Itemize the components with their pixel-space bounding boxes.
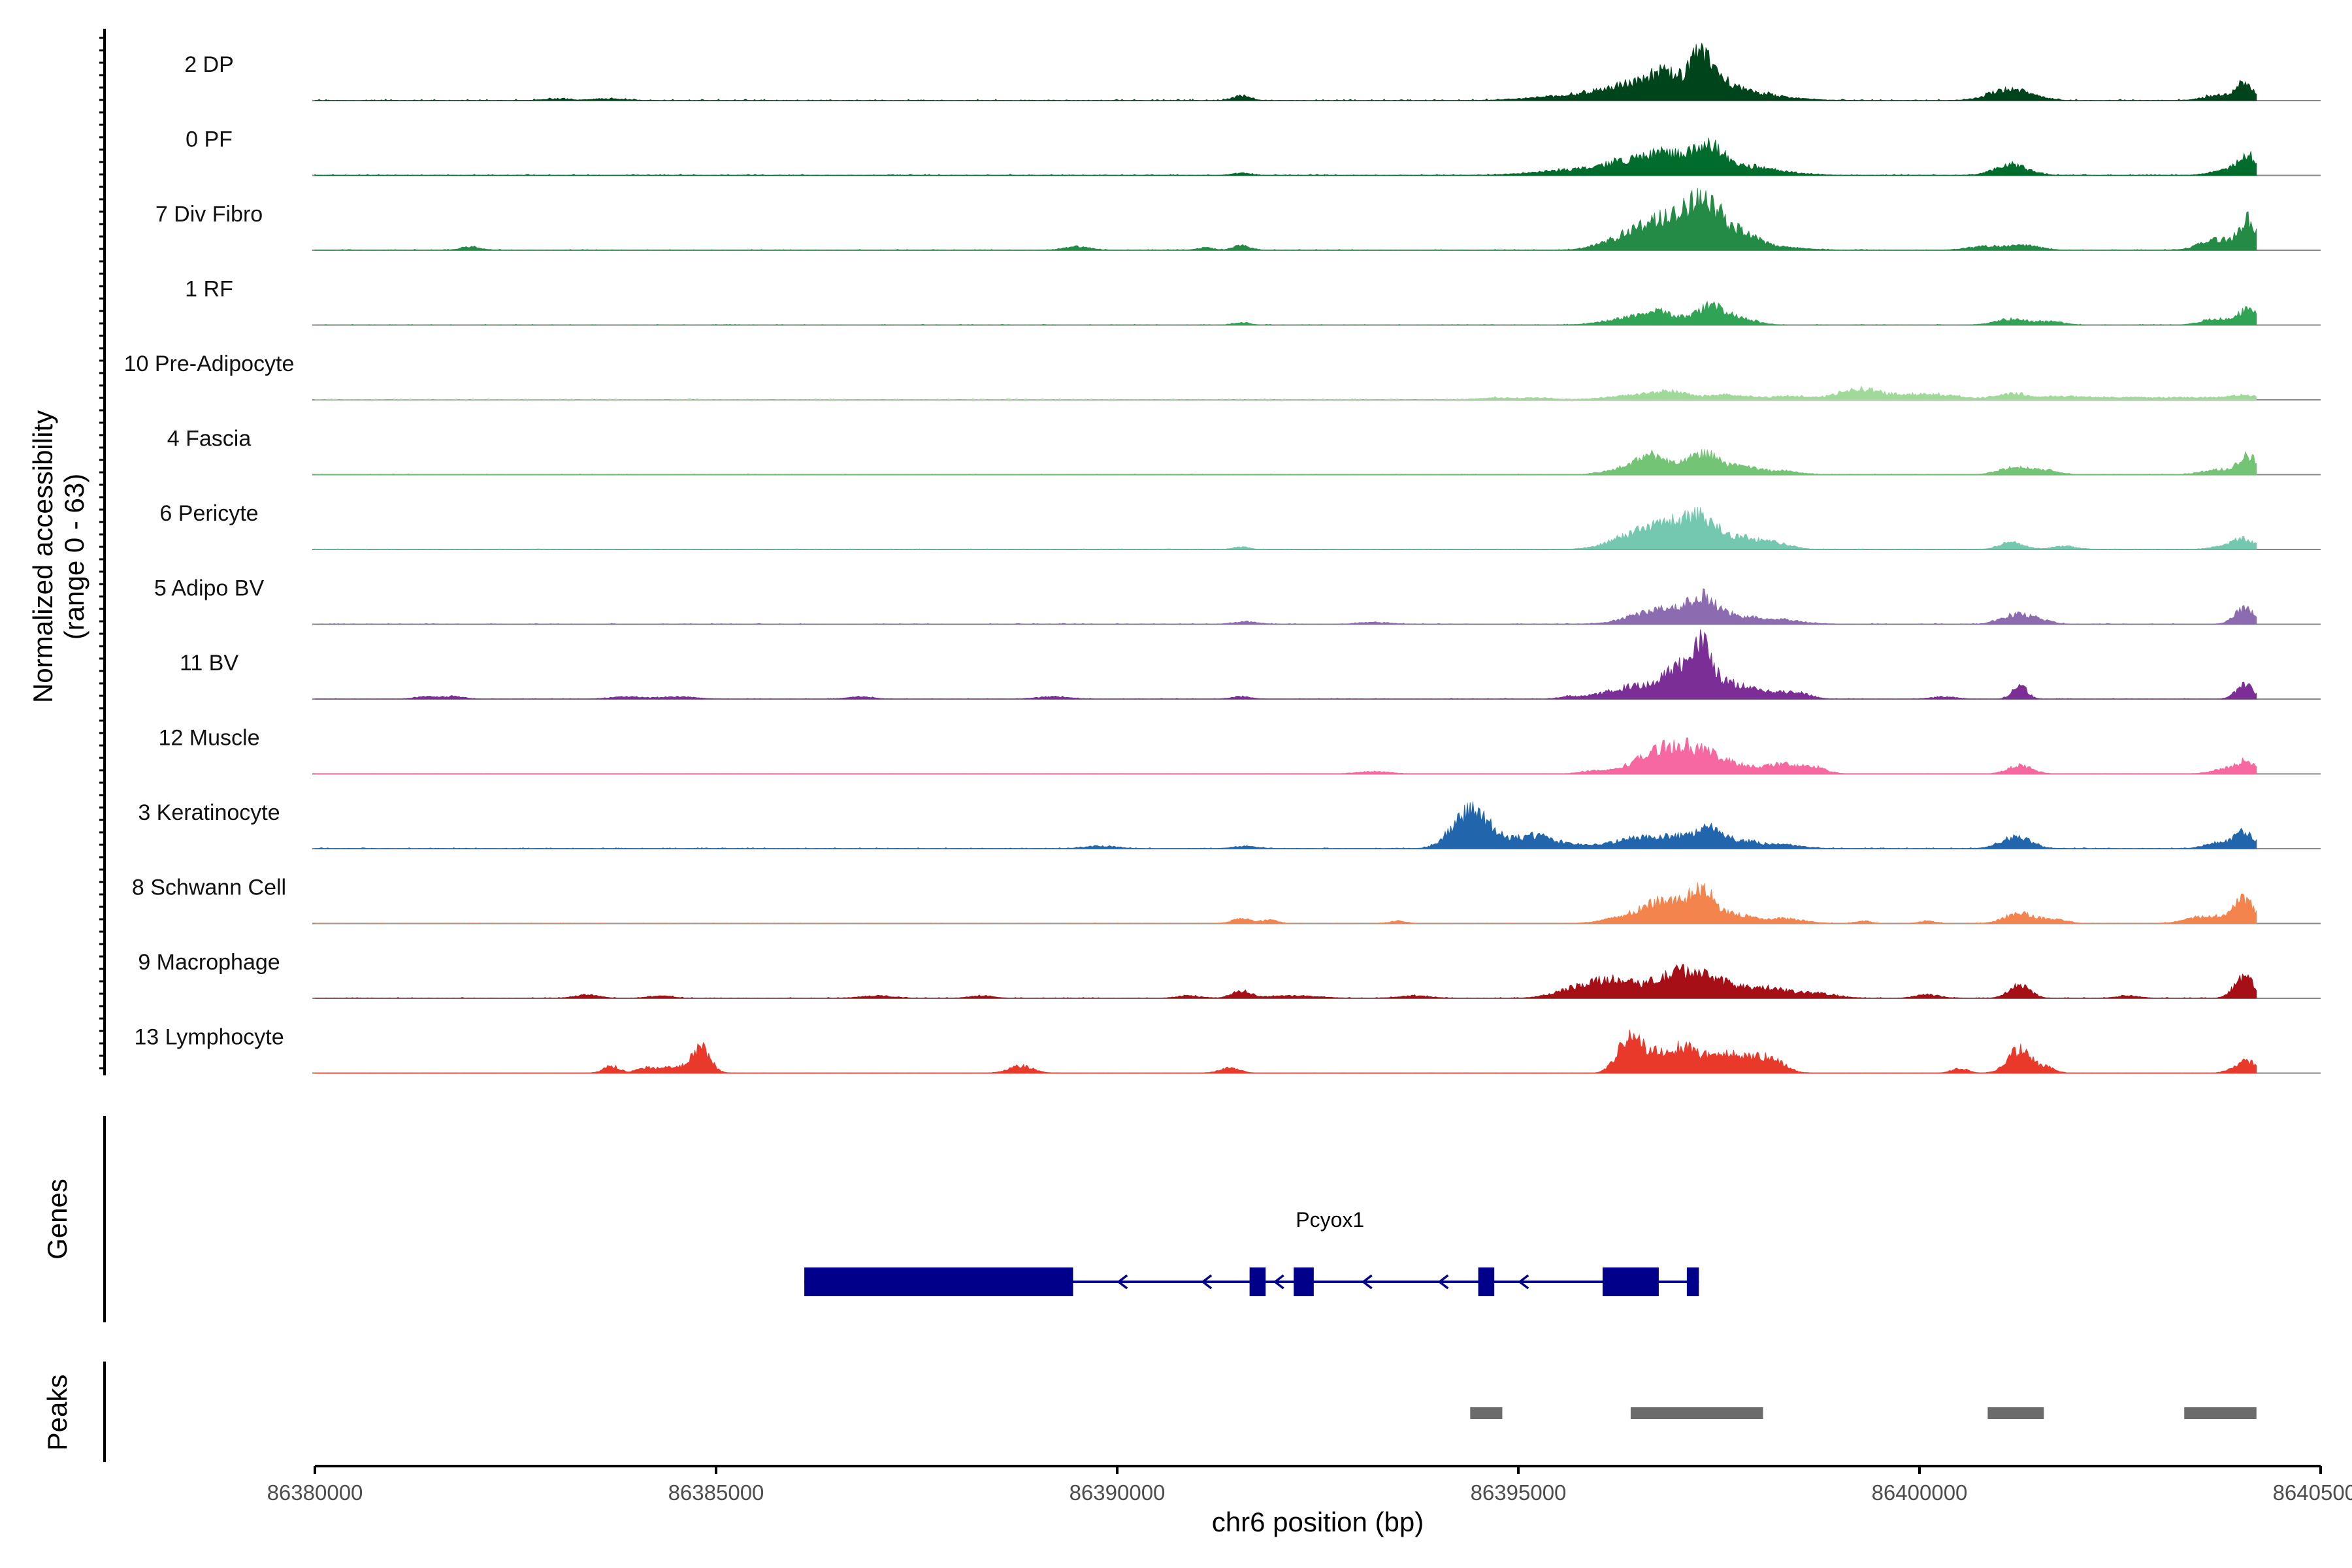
track-coverage-area xyxy=(314,1029,2257,1073)
track-10: 3 Keratinocyte xyxy=(138,800,2321,849)
track-label: 13 Lymphocyte xyxy=(134,1025,284,1050)
track-coverage-area xyxy=(314,882,2257,924)
x-axis-ticks: 86380000 86385000 86390000 86395000 86400000… xyxy=(267,1466,2352,1505)
track-label: 9 Macrophage xyxy=(138,950,280,975)
y-axis-title-line1: Normalized accessibility xyxy=(27,410,58,703)
track-5: 4 Fascia xyxy=(167,427,2321,476)
gene-exon xyxy=(1478,1267,1495,1296)
peaks-panel-title: Peaks xyxy=(42,1375,73,1451)
track-label: 3 Keratinocyte xyxy=(138,800,280,825)
track-label: 0 PF xyxy=(186,127,233,152)
x-axis-tick-label: 86395000 xyxy=(1471,1480,1567,1505)
track-coverage-area xyxy=(314,449,2257,475)
x-axis-tick-label: 86385000 xyxy=(668,1480,764,1505)
coverage-tracks: 2 DP 0 PF 7 Div Fibro 1 RF 10 Pre-Adipocyte 4… xyxy=(124,42,2321,1074)
track-label: 2 DP xyxy=(184,52,234,77)
x-axis-tick-label: 86390000 xyxy=(1070,1480,1166,1505)
track-label: 7 Div Fibro xyxy=(155,202,263,227)
gene-exon xyxy=(1294,1267,1314,1296)
track-label: 10 Pre-Adipocyte xyxy=(124,351,295,376)
gene-strand-arrow xyxy=(1117,1274,1128,1290)
genes-panel: Pcyox1 xyxy=(804,1208,1699,1296)
peak-region xyxy=(1987,1407,2044,1419)
genes-panel-title: Genes xyxy=(42,1179,73,1260)
gene-label: Pcyox1 xyxy=(1296,1208,1364,1232)
gene-strand-arrow xyxy=(1201,1274,1213,1290)
x-axis-tick-label: 86400000 xyxy=(1872,1480,1968,1505)
track-1: 0 PF xyxy=(186,127,2321,176)
track-13: 13 Lymphocyte xyxy=(134,1025,2321,1074)
track-coverage-area xyxy=(314,507,2257,550)
track-4: 10 Pre-Adipocyte xyxy=(124,351,2321,400)
peaks-panel xyxy=(1470,1407,2257,1419)
track-8: 11 BV xyxy=(180,629,2321,700)
gene-exon xyxy=(804,1267,1073,1296)
track-coverage-area xyxy=(314,301,2257,325)
track-0: 2 DP xyxy=(184,42,2321,101)
track-coverage-area xyxy=(314,964,2257,999)
track-coverage-area xyxy=(314,801,2257,849)
track-label: 11 BV xyxy=(180,651,238,676)
x-axis-tick-label: 86405000 xyxy=(2273,1480,2352,1505)
track-label: 1 RF xyxy=(185,277,233,302)
track-coverage-area xyxy=(314,629,2257,700)
y-axis-title-line2: (range 0 - 63) xyxy=(59,474,90,640)
peak-region xyxy=(1630,1407,1763,1419)
gene-exon xyxy=(1686,1267,1699,1296)
track-label: 8 Schwann Cell xyxy=(132,875,286,900)
track-coverage-area xyxy=(314,385,2257,400)
track-11: 8 Schwann Cell xyxy=(132,875,2321,924)
track-coverage-area xyxy=(314,137,2257,176)
gene-strand-arrow xyxy=(1273,1274,1284,1290)
track-3: 1 RF xyxy=(185,277,2321,326)
gene-exon xyxy=(1602,1267,1659,1296)
track-coverage-area xyxy=(314,737,2257,774)
track-label: 6 Pericyte xyxy=(159,501,258,526)
track-7: 5 Adipo BV xyxy=(154,576,2321,625)
gene-0: Pcyox1 xyxy=(804,1208,1699,1296)
track-9: 12 Muscle xyxy=(159,726,2321,775)
tracks-y-axis-ticks xyxy=(99,37,105,1070)
x-axis-tick-label: 86380000 xyxy=(267,1480,363,1505)
peak-region xyxy=(2184,1407,2257,1419)
track-12: 9 Macrophage xyxy=(138,950,2321,999)
gene-exon xyxy=(1249,1267,1266,1296)
track-2: 7 Div Fibro xyxy=(155,188,2321,251)
gene-strand-arrow xyxy=(1518,1274,1529,1290)
track-label: 5 Adipo BV xyxy=(154,576,265,601)
track-coverage-area xyxy=(314,588,2257,625)
gene-strand-arrow xyxy=(1437,1274,1449,1290)
track-label: 12 Muscle xyxy=(159,726,260,751)
track-coverage-area xyxy=(314,188,2257,251)
gene-strand-arrow xyxy=(1361,1274,1373,1290)
x-axis-title: chr6 position (bp) xyxy=(1212,1507,1424,1537)
track-6: 6 Pericyte xyxy=(159,501,2321,550)
track-coverage-area xyxy=(314,42,2257,101)
track-label: 4 Fascia xyxy=(167,427,252,451)
peak-region xyxy=(1470,1407,1503,1419)
